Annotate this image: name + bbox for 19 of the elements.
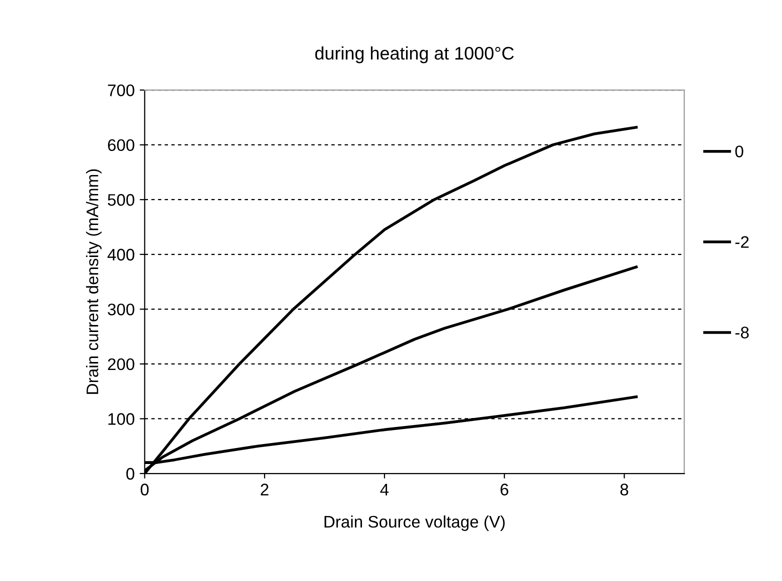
x-tick-label: 6: [500, 484, 508, 496]
x-axis-title: Drain Source voltage (V): [324, 515, 505, 531]
x-tick-label: 4: [380, 484, 389, 496]
y-tick-label: 600: [108, 139, 134, 152]
legend-label: -2: [735, 236, 749, 248]
x-tick-label: 2: [260, 484, 268, 496]
y-tick-label: 400: [108, 248, 134, 261]
legend-label: -8: [735, 326, 749, 338]
x-tick-label: 8: [620, 484, 628, 496]
y-tick-label: 100: [108, 413, 134, 425]
y-tick-label: 500: [108, 194, 134, 206]
y-tick-label: 200: [108, 358, 134, 370]
x-tick-label: 0: [140, 484, 149, 496]
y-tick-label: 700: [108, 84, 134, 96]
y-tick-label: 0: [126, 468, 134, 480]
chart-title: during heating at 1000°C: [315, 46, 514, 64]
y-tick-label: 300: [108, 304, 134, 316]
legend-label: 0: [735, 146, 744, 158]
y-axis-title: Drain current density (mA/mm): [86, 169, 102, 394]
